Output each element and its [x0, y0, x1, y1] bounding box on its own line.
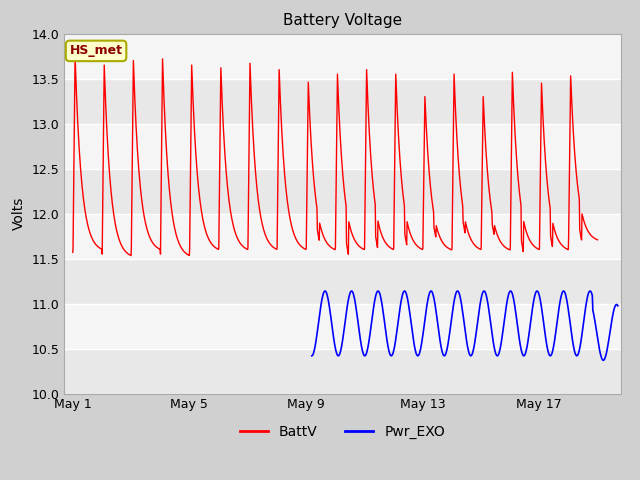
Legend: BattV, Pwr_EXO: BattV, Pwr_EXO: [234, 419, 451, 444]
Bar: [64, 79, 621, 124]
Bar: [64, 34, 621, 79]
Bar: [64, 168, 621, 214]
Bar: [64, 304, 621, 348]
Bar: [64, 124, 621, 168]
Title: Battery Voltage: Battery Voltage: [283, 13, 402, 28]
Bar: [64, 214, 621, 259]
Y-axis label: Volts: Volts: [12, 197, 26, 230]
Bar: [64, 259, 621, 304]
Text: HS_met: HS_met: [70, 44, 123, 58]
Bar: [64, 348, 621, 394]
